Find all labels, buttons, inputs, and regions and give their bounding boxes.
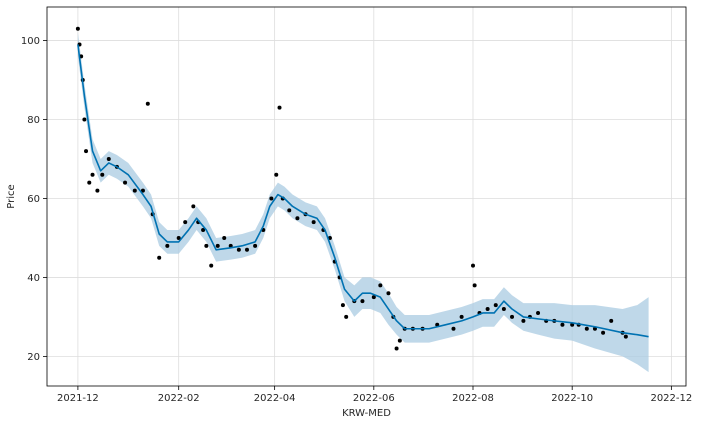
observed-point xyxy=(394,346,399,351)
observed-point xyxy=(344,314,349,319)
observed-point xyxy=(493,303,498,308)
y-tick-label: 60 xyxy=(27,194,40,205)
x-tick-label: 2022-06 xyxy=(353,393,395,404)
x-tick-label: 2022-12 xyxy=(650,393,692,404)
observed-point xyxy=(311,220,316,225)
observed-point xyxy=(95,188,100,193)
observed-point xyxy=(253,243,258,248)
observed-point xyxy=(215,243,220,248)
observed-point xyxy=(510,314,515,319)
x-tick-label: 2022-02 xyxy=(158,393,200,404)
observed-point xyxy=(371,295,376,300)
observed-point xyxy=(386,291,391,296)
observed-point xyxy=(609,318,614,323)
observed-point xyxy=(295,216,300,221)
observed-point xyxy=(191,204,196,209)
grid xyxy=(47,7,686,386)
observed-point xyxy=(157,255,162,260)
y-tick-label: 40 xyxy=(27,273,40,284)
observed-point xyxy=(472,283,477,288)
observed-point xyxy=(75,26,80,31)
observed-point xyxy=(287,208,292,213)
forecast-line-path xyxy=(77,44,649,338)
observed-point xyxy=(100,172,105,177)
observed-point xyxy=(140,188,145,193)
plot-frame xyxy=(46,6,687,387)
observed-point xyxy=(451,326,456,331)
observed-point xyxy=(277,105,282,110)
observed-point xyxy=(84,149,89,154)
y-axis-label: Price xyxy=(6,184,17,208)
observed-point xyxy=(623,334,628,339)
observed-point xyxy=(244,247,249,252)
observed-point xyxy=(209,263,214,268)
observed-point xyxy=(274,172,279,177)
x-tick-label: 2022-08 xyxy=(452,393,494,404)
observed-point xyxy=(201,228,206,233)
observed-point xyxy=(560,322,565,327)
observed-point xyxy=(601,330,606,335)
observed-point xyxy=(397,338,402,343)
y-axis: 20 40 60 80 100 xyxy=(21,36,47,363)
observed-point xyxy=(521,318,526,323)
observed-point xyxy=(236,247,241,252)
observed-point xyxy=(378,283,383,288)
x-tick-label: 2021-12 xyxy=(57,393,99,404)
y-tick-label: 20 xyxy=(27,352,40,363)
observed-point xyxy=(360,299,365,304)
observed-point xyxy=(176,235,181,240)
observed-point xyxy=(145,101,150,106)
observed-point xyxy=(132,188,137,193)
observed-point xyxy=(87,180,92,185)
observed-point xyxy=(340,303,345,308)
observed-point xyxy=(165,243,170,248)
observed-point xyxy=(183,220,188,225)
x-tick-label: 2022-04 xyxy=(254,393,296,404)
observed-point xyxy=(123,180,128,185)
observed-point xyxy=(106,156,111,161)
x-axis-label: KRW-MED xyxy=(342,408,391,419)
x-axis: 2021-12 2022-02 2022-04 2022-06 2022-08 2022-… xyxy=(57,386,692,404)
x-tick-label: 2022-10 xyxy=(551,393,593,404)
observed-point xyxy=(222,235,227,240)
observed-point xyxy=(90,172,95,177)
forecast-line xyxy=(77,44,649,338)
observed-point xyxy=(501,307,506,312)
observed-point xyxy=(584,326,589,331)
uncertainty-band xyxy=(77,32,649,373)
observed-point xyxy=(82,117,87,122)
y-tick-label: 80 xyxy=(27,115,40,126)
observed-point xyxy=(536,310,541,315)
y-tick-label: 100 xyxy=(21,36,40,47)
observed-point xyxy=(485,307,490,312)
observed-point xyxy=(471,263,475,268)
observed-point xyxy=(459,314,464,319)
observed-point xyxy=(204,243,209,248)
observed-point xyxy=(269,196,274,201)
plot-area xyxy=(46,6,687,387)
uncertainty-band-area xyxy=(77,32,649,373)
